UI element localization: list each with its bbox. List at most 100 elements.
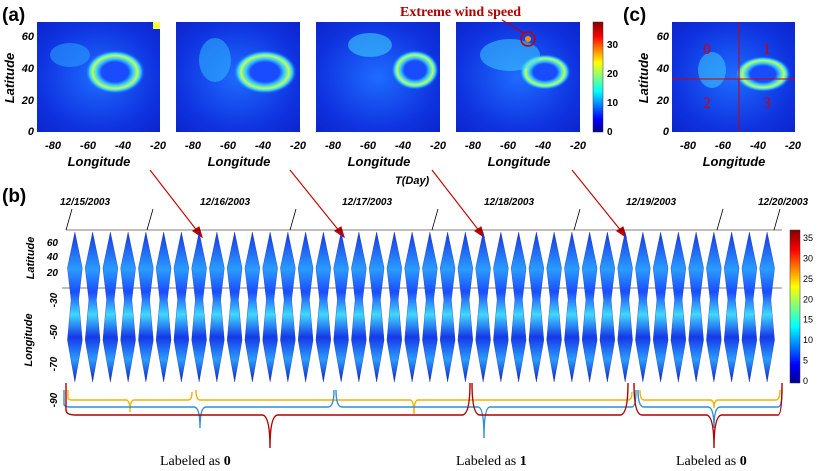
b-cb-tick: 30 [803, 253, 813, 263]
a-cb-tick: 10 [607, 98, 619, 109]
time-slice [386, 231, 402, 383]
brace-yellow [67, 389, 781, 415]
label-value: 1 [520, 454, 527, 469]
a-lat-tick: 40 [21, 63, 35, 75]
b-lat-tick: 60 [47, 238, 59, 249]
time-slice [67, 231, 83, 383]
a-xlabel: Longitude [348, 154, 411, 169]
a-xlabel: Longitude [208, 154, 271, 169]
b-cb-tick: 25 [803, 274, 813, 284]
panel-c: 0 1 2 3 Latitude 60 40 20 0 -80 -60 -40 … [636, 22, 802, 169]
time-slice [741, 231, 757, 383]
time-slice [262, 231, 278, 383]
c-lon-tick: -80 [680, 140, 697, 152]
b-cb-tick: 0 [803, 376, 808, 386]
c-ylabel: Latitude [636, 53, 651, 104]
map-day-1 [37, 22, 160, 132]
b-colorbar [789, 229, 801, 384]
time-slice [173, 231, 189, 383]
a-xlabel: Longitude [488, 154, 551, 169]
time-slice [138, 231, 154, 383]
extreme-wind-marker [520, 31, 536, 47]
time-slice [333, 231, 349, 383]
panel-letter-b: (b) [2, 186, 26, 207]
brace-red [65, 382, 783, 449]
time-slice [191, 231, 207, 383]
c-lat-tick: 20 [656, 95, 670, 107]
quadrant-label: 2 [703, 95, 711, 112]
time-slice [298, 231, 314, 383]
time-slice [120, 231, 136, 383]
c-lat-tick: 0 [663, 126, 670, 138]
label-prefix: Labeled as [456, 454, 520, 469]
date-label: 12/20/2003 [758, 197, 808, 208]
a-lon-tick: -40 [535, 140, 552, 152]
time-slice [351, 231, 367, 383]
time-slice [209, 231, 225, 383]
time-slice [102, 231, 118, 383]
time-slice [582, 231, 598, 383]
b-ylabel-lat: Latitude [25, 237, 37, 280]
time-slice [369, 231, 385, 383]
a-lat-tick: 60 [22, 31, 35, 43]
time-slice [635, 231, 651, 383]
label-value: 0 [740, 454, 747, 469]
time-slice [227, 231, 243, 383]
date-label: 12/19/2003 [626, 197, 676, 208]
label-prefix: Labeled as [676, 454, 740, 469]
a-lon-ticks-3: -80 -60 -40 -20 Longitude [325, 140, 447, 169]
a-lon-tick: -20 [430, 140, 447, 152]
a-lon-tick: -20 [290, 140, 307, 152]
a-colorbar [592, 21, 604, 133]
time-slice [315, 231, 331, 383]
time-slice [440, 231, 456, 383]
b-cb-tick: 15 [803, 315, 813, 325]
label-text-3: Labeled as 0 [676, 454, 747, 469]
time-slice [280, 231, 296, 383]
time-slice [617, 231, 633, 383]
b-cb-tick: 20 [803, 294, 813, 304]
panel-a: Extreme wind speed Latitude 60 40 20 0 -… [2, 5, 619, 187]
extreme-wind-annotation: Extreme wind speed [400, 5, 521, 20]
a-cb-tick: 30 [607, 40, 619, 51]
time-slice [156, 231, 172, 383]
b-lon-tick: -30 [49, 292, 60, 307]
b-lon-tick: -50 [49, 324, 60, 339]
a-lon-ticks-4: -80 -60 -40 -20 Longitude [465, 140, 587, 169]
a-lon-tick: -60 [220, 140, 237, 152]
time-slice [244, 231, 260, 383]
a-lat-tick: 0 [28, 126, 35, 138]
a-lon-tick: -20 [570, 140, 587, 152]
panel-letter-c: (c) [623, 5, 646, 26]
time-axis-label: T(Day) [395, 175, 430, 187]
a-lon-tick: -80 [465, 140, 482, 152]
b-lon-tick: -90 [49, 392, 60, 407]
time-slice [511, 231, 527, 383]
a-lon-tick: -80 [325, 140, 342, 152]
a-ylabel: Latitude [2, 53, 17, 104]
a-lon-tick: -40 [115, 140, 132, 152]
c-lon-tick: -60 [715, 140, 732, 152]
time-slice [724, 231, 740, 383]
b-lat-tick: 40 [46, 252, 59, 263]
time-slice [475, 231, 491, 383]
time-slice [670, 231, 686, 383]
quadrant-label: 1 [763, 41, 771, 58]
time-slice [599, 231, 615, 383]
b-cb-tick: 5 [803, 356, 808, 366]
map-day-4 [456, 22, 580, 132]
label-prefix: Labeled as [160, 454, 224, 469]
c-lon-tick: -20 [785, 140, 802, 152]
time-slice [759, 231, 775, 383]
date-label: 12/18/2003 [484, 197, 534, 208]
a-cb-tick: 20 [607, 69, 619, 80]
a-lon-tick: -80 [185, 140, 202, 152]
panel-letter-a: (a) [2, 5, 25, 26]
time-slice [546, 231, 562, 383]
label-text-1: Labeled as 0 [160, 454, 231, 469]
b-lat-tick: 20 [46, 268, 59, 279]
panel-b: 12/15/2003 12/16/2003 12/17/2003 12/18/2… [23, 197, 813, 469]
label-text-2: Labeled as 1 [456, 454, 527, 469]
a-lon-tick: -60 [500, 140, 517, 152]
